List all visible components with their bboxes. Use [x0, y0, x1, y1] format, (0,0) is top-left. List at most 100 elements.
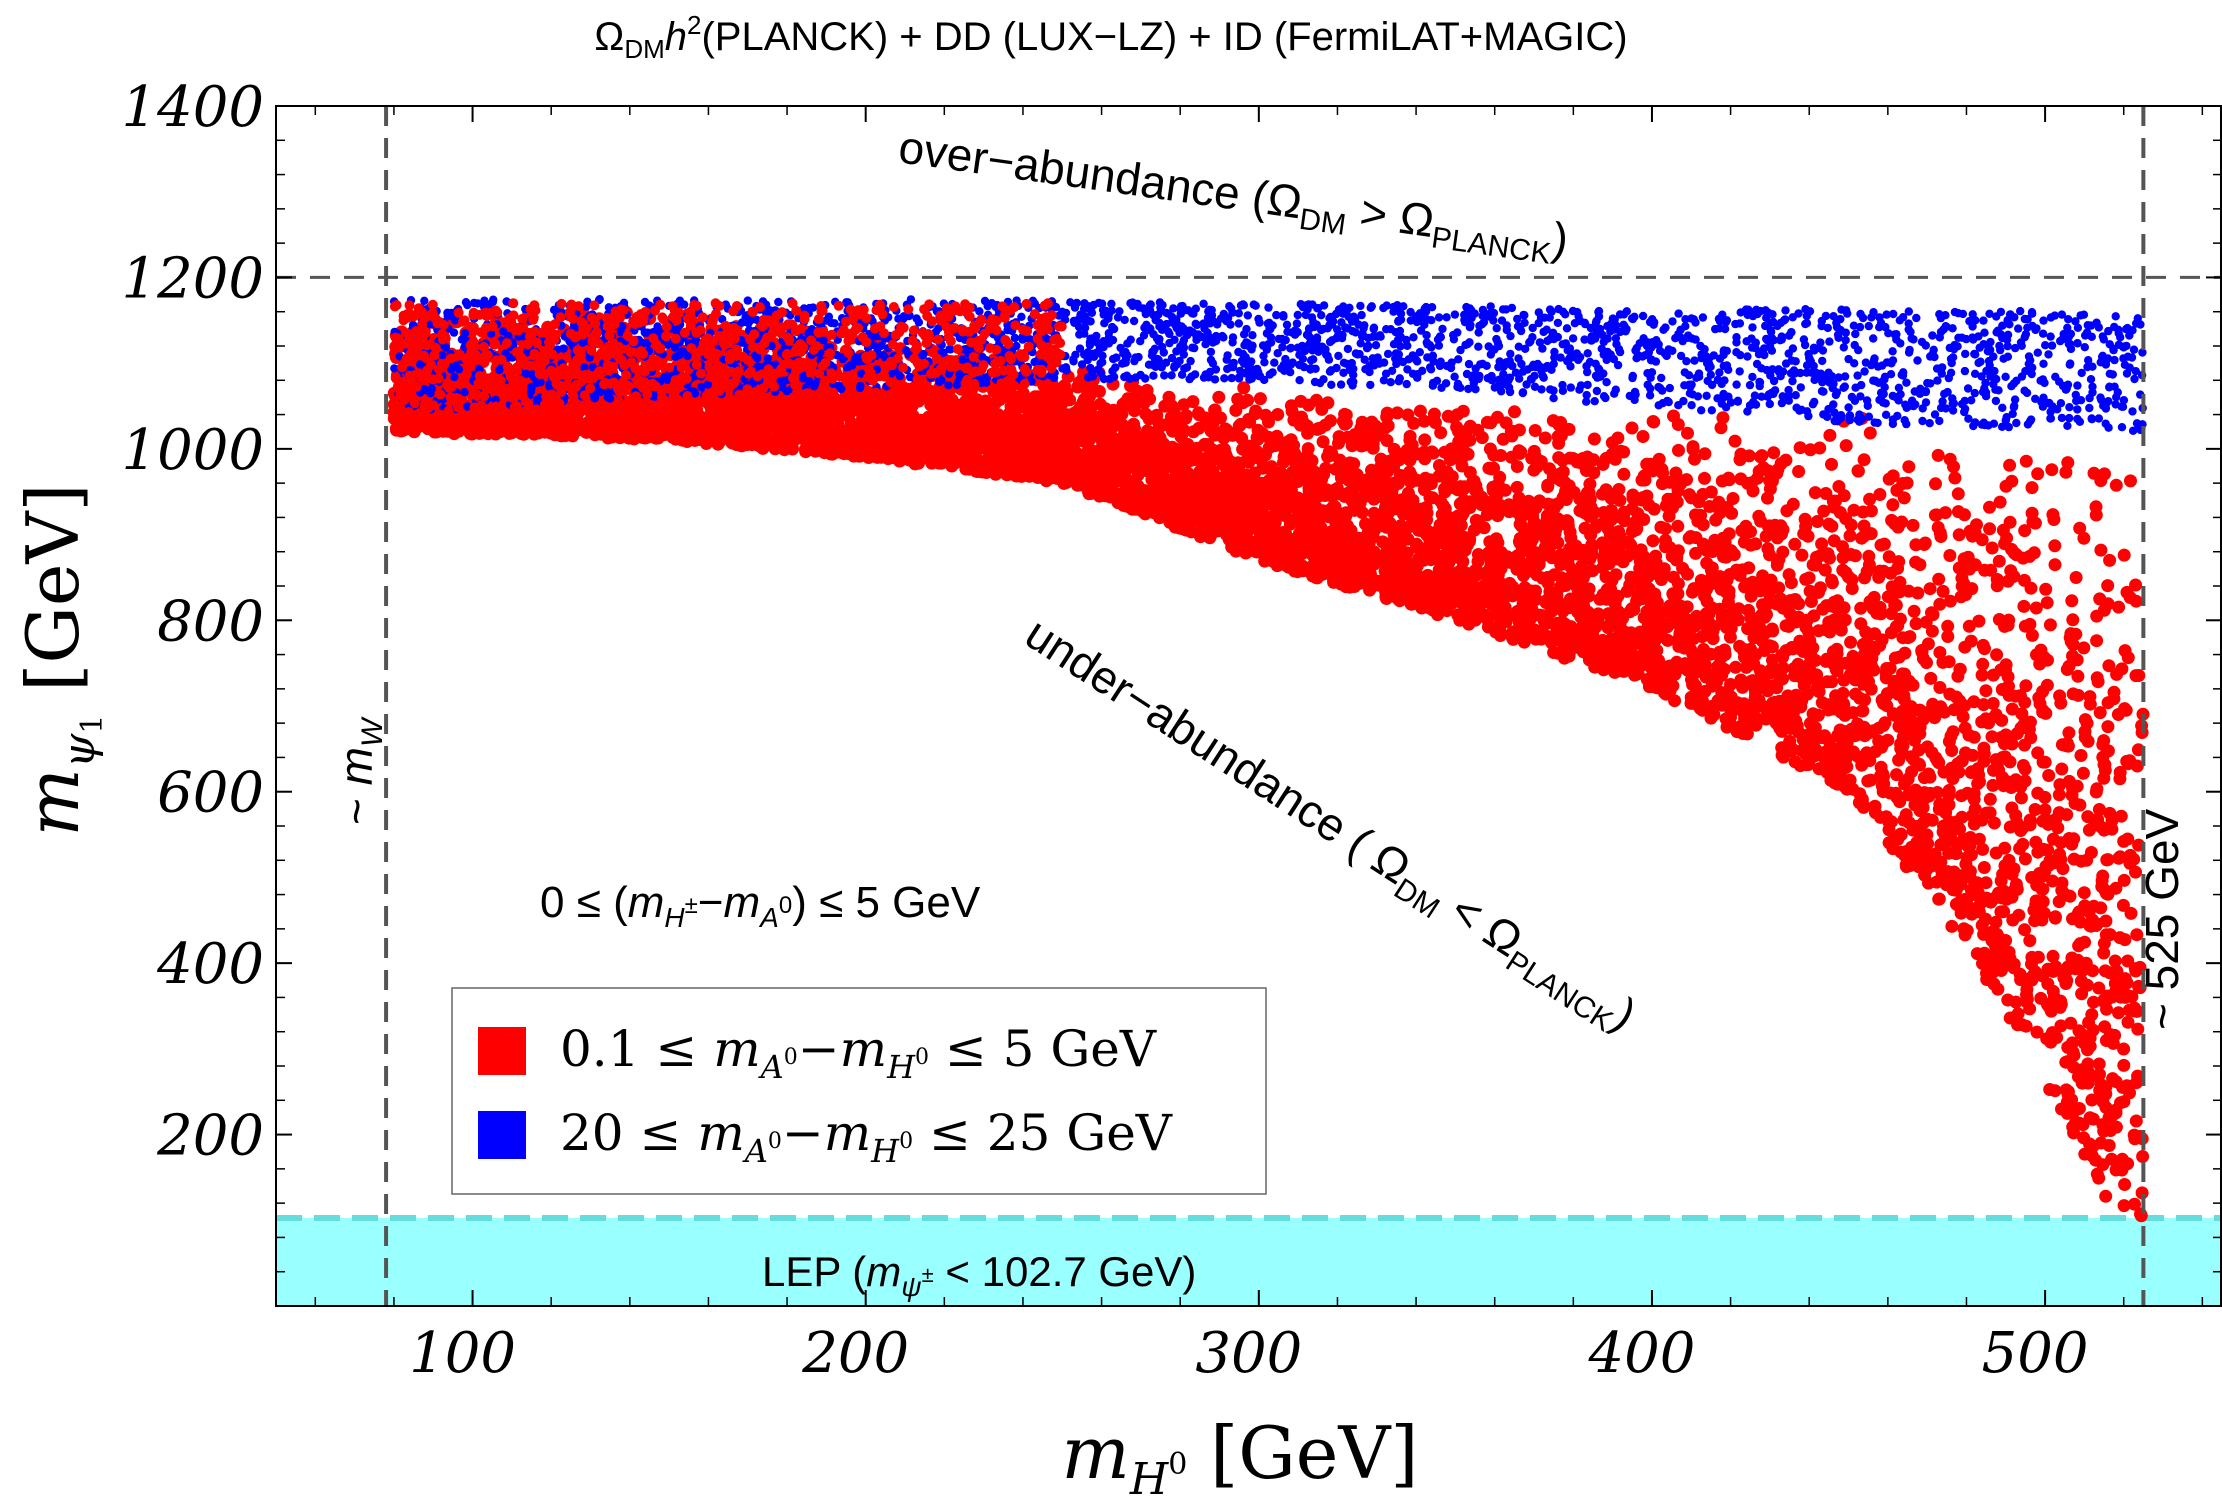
- chart-title: ΩDMh2(PLANCK) + DD (LUX−LZ) + ID (FermiL…: [594, 10, 1627, 64]
- scatter-point: [2011, 1018, 2025, 1032]
- scatter-point: [1951, 487, 1965, 501]
- scatter-point: [2060, 736, 2074, 750]
- scatter-point: [1995, 683, 2009, 696]
- scatter-point: [1958, 508, 1971, 522]
- scatter-point: [2048, 539, 2062, 553]
- scatter-point: [1538, 431, 1552, 445]
- scatter-point: [1853, 787, 1867, 801]
- scatter-point: [1815, 696, 1829, 710]
- scatter-point: [2051, 821, 2065, 835]
- scatter-point: [2117, 873, 2131, 887]
- scatter-point: [1455, 459, 1469, 473]
- scatter-point: [1934, 530, 1948, 543]
- scatter-point: [2085, 1093, 2099, 1107]
- scatter-point: [2094, 543, 2108, 557]
- scatter-point: [1456, 404, 1470, 418]
- scatter-point: [1463, 433, 1477, 447]
- scatter-point: [1669, 466, 1683, 480]
- scatter-point: [1332, 430, 1346, 444]
- scatter-point: [1943, 687, 1957, 701]
- scatter-point: [1164, 410, 1178, 424]
- scatter-point: [1672, 443, 1685, 457]
- scatter-point: [1739, 519, 1753, 533]
- scatter-point: [2077, 641, 2091, 655]
- scatter-point: [2035, 883, 2049, 896]
- scatter-point: [1535, 571, 1549, 585]
- scatter-point: [2023, 934, 2037, 948]
- scatter-point: [1316, 435, 1330, 449]
- scatter-point: [1983, 792, 1997, 806]
- scatter-point: [2099, 914, 2113, 928]
- scatter-point: [1556, 491, 1570, 505]
- scatter-point: [1417, 414, 1431, 428]
- scatter-point: [1734, 447, 1748, 461]
- scatter-point: [2099, 886, 2113, 900]
- scatter-point: [1614, 510, 1628, 524]
- scatter-point: [2016, 837, 2030, 851]
- scatter-point: [1461, 447, 1475, 461]
- scatter-point: [1942, 655, 1956, 669]
- scatter-point: [1975, 533, 1989, 547]
- scatter-point: [2059, 465, 2073, 479]
- scatter-point: [1463, 419, 1477, 433]
- scatter-point: [1943, 594, 1957, 608]
- scatter-point: [1825, 457, 1838, 471]
- scatter-point: [1861, 774, 1875, 788]
- scatter-point: [1434, 426, 1448, 440]
- lep-exclusion-band: [276, 1217, 2222, 1306]
- scatter-point: [2098, 1020, 2112, 1034]
- scatter-point: [1894, 828, 1908, 842]
- scatter-point: [1686, 675, 1700, 689]
- scatter-point: [1881, 590, 1895, 604]
- scatter-point: [1990, 648, 2004, 662]
- scatter-point: [1833, 506, 1847, 519]
- scatter-point: [2109, 478, 2123, 492]
- scatter-point: [1413, 404, 1427, 418]
- scatter-point: [2073, 798, 2087, 812]
- scatter-point: [1801, 529, 1815, 543]
- scatter-point: [1979, 876, 1993, 890]
- scatter-point: [2018, 923, 2032, 937]
- scatter-point: [2112, 1006, 2125, 1020]
- scatter-point: [1901, 788, 1915, 802]
- scatter-point: [1955, 579, 1969, 593]
- scatter-point: [1773, 694, 1786, 708]
- scatter-point: [2103, 806, 2117, 820]
- scatter-point: [1967, 730, 1981, 744]
- scatter-point: [1798, 512, 1812, 526]
- scatter-point: [2046, 964, 2060, 978]
- scatter-point: [1958, 699, 1972, 713]
- scatter-point: [2045, 463, 2059, 477]
- scatter-point: [1719, 712, 1733, 726]
- scatter-point: [1752, 509, 1766, 523]
- scatter-point: [2066, 613, 2080, 627]
- scatter-point: [1767, 446, 1781, 460]
- scatter-point: [2039, 582, 2053, 596]
- scatter-point: [2089, 500, 2103, 514]
- scatter-point: [2018, 524, 2032, 538]
- scatter-point: [2034, 991, 2048, 1005]
- scatter-point: [2101, 579, 2115, 593]
- scatter-point: [2082, 1016, 2096, 1029]
- scatter-point: [2090, 1167, 2104, 1181]
- scatter-point: [1931, 448, 1945, 462]
- scatter-point: [2066, 649, 2079, 663]
- scatter-point: [1986, 697, 2000, 710]
- scatter-point: [1855, 531, 1869, 545]
- scatter-point: [2001, 993, 2015, 1007]
- scatter-point: [1857, 799, 1871, 813]
- scatter-point: [1601, 621, 1615, 635]
- scatter-point: [2102, 659, 2116, 673]
- scatter-point: [2029, 601, 2043, 615]
- scatter-point: [1817, 504, 1831, 518]
- scatter-point: [1587, 432, 1601, 446]
- scatter-point: [2087, 995, 2100, 1009]
- scatter-point: [1961, 786, 1974, 800]
- scatter-point: [1212, 390, 1226, 404]
- scatter-point: [2078, 1147, 2092, 1161]
- scatter-point: [1684, 530, 1698, 543]
- scatter-point: [1681, 426, 1694, 440]
- scatter-point: [2043, 618, 2057, 632]
- scatter-point: [1934, 838, 1948, 852]
